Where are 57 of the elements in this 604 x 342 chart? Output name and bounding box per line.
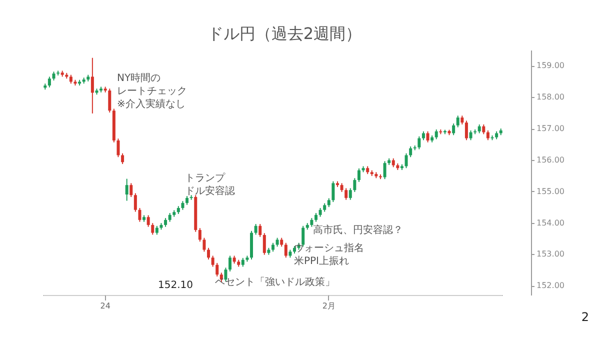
candlestick [211,255,214,268]
candlestick [48,76,51,88]
candlestick [353,178,356,192]
text: 2 [581,310,589,324]
annotation: トランプドル安容認 [185,172,235,197]
annotation: 高市氏、円安容認？ [313,224,403,236]
candlestick [348,188,352,200]
candlestick [383,160,386,180]
candlestick [224,267,228,282]
candlestick [302,225,305,248]
candlestick [452,123,456,136]
annotation: ベセント「強いドル政策」 [215,276,335,288]
candlestick [434,128,438,140]
candlestick [404,152,408,169]
y-tick-label: 158.00 [536,92,564,102]
candlestick [202,237,206,252]
y-tick-label: 153.00 [536,250,564,259]
candlestick [138,207,142,222]
y-tick-label: 155.00 [536,186,564,196]
candlestick [108,88,112,114]
candlestick [482,124,486,135]
candlestick [357,168,360,182]
candlestick [469,130,472,141]
candlestick [121,152,124,165]
y-tick-label: 154.00 [536,218,564,228]
candlestick [130,182,133,198]
candlestick [228,255,232,272]
candlestick [258,224,262,238]
candlestick [254,224,258,236]
x-tick-label: 2月 [322,302,336,310]
annotation: 152.10 [158,280,193,291]
candlestick [207,247,210,260]
candlestick [456,115,460,128]
y-tick-label: 152.00 [536,281,564,290]
candlestick [464,120,468,141]
candlestick [284,242,288,258]
candlestick [409,146,412,158]
candlestick [146,214,150,228]
chart-title: ドル円（過去2週間） [207,24,362,43]
candlestick [125,178,128,202]
candlestick [151,222,154,236]
candlestick [90,57,94,114]
y-tick-label: 156.00 [536,155,564,164]
y-tick-label: 157.00 [536,124,564,134]
candlestick [486,130,490,141]
candlestick [198,228,202,242]
y-tick-label: 159.00 [536,61,564,70]
candlestick [426,130,430,143]
candlestick [344,188,348,200]
candlestick [116,138,120,158]
candlestick [216,262,219,277]
candlestick [332,180,335,203]
candlestick [134,192,137,212]
candlestick [418,136,421,150]
x-tick-label: 24 [100,302,110,310]
annotation: NY時間のレートチェック※介入実績なし [117,72,187,110]
candlestick [262,232,266,256]
